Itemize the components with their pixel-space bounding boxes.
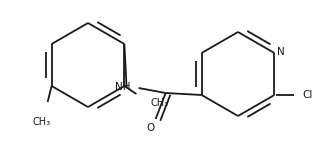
Text: CH₃: CH₃ [150,98,169,108]
Text: NH: NH [115,82,131,92]
Text: O: O [146,123,155,133]
Text: N: N [277,47,285,57]
Text: CH₃: CH₃ [33,117,51,127]
Text: Cl: Cl [303,90,313,100]
